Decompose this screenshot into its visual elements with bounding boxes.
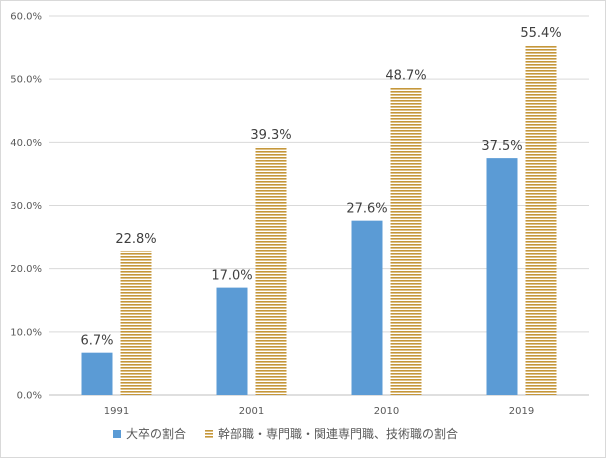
bar-professional-technical [255, 146, 287, 395]
x-tick-label: 2001 [239, 406, 264, 417]
legend-swatch-university-graduates [113, 430, 121, 438]
x-tick-label: 2019 [509, 406, 534, 417]
data-label: 27.6% [346, 202, 387, 217]
legend-swatch-professional-technical [205, 430, 213, 438]
y-tick-label: 20.0% [10, 264, 42, 275]
bar-professional-technical [120, 250, 152, 395]
data-label: 17.0% [211, 269, 252, 284]
data-label: 22.8% [115, 232, 156, 247]
data-label: 55.4% [520, 26, 561, 41]
y-tick-label: 10.0% [10, 327, 42, 338]
y-tick-label: 60.0% [10, 12, 42, 23]
bar-professional-technical [390, 87, 422, 396]
bar-university-graduates [81, 352, 113, 395]
x-axis-tick-labels: 1991 2001 2010 2019 [104, 406, 534, 417]
data-label: 48.7% [385, 68, 426, 83]
legend: 大卒の割合 幹部職・専門職・関連専門職、技術職の割合 [113, 426, 458, 441]
bar-university-graduates [216, 287, 248, 395]
bar-professional-technical [525, 45, 557, 395]
y-axis-tick-labels: 0.0% 10.0% 20.0% 30.0% 40.0% 50.0% 60.0% [10, 12, 42, 402]
data-label: 37.5% [481, 139, 522, 154]
bar-university-graduates [351, 220, 383, 395]
y-tick-label: 50.0% [10, 75, 42, 86]
y-tick-label: 0.0% [17, 391, 42, 402]
data-label: 6.7% [80, 334, 113, 349]
data-label: 39.3% [250, 128, 291, 143]
legend-label-professional-technical: 幹部職・専門職・関連専門職、技術職の割合 [218, 426, 458, 441]
legend-label-university-graduates: 大卒の割合 [126, 426, 186, 441]
x-tick-label: 2010 [374, 406, 399, 417]
bars [81, 45, 557, 396]
bar-university-graduates [486, 158, 518, 395]
data-labels: 6.7% 22.8% 17.0% 39.3% 27.6% 48.7% 37.5% 55.4% [80, 26, 561, 349]
y-tick-label: 30.0% [10, 201, 42, 212]
y-tick-label: 40.0% [10, 138, 42, 149]
x-tick-label: 1991 [104, 406, 129, 417]
